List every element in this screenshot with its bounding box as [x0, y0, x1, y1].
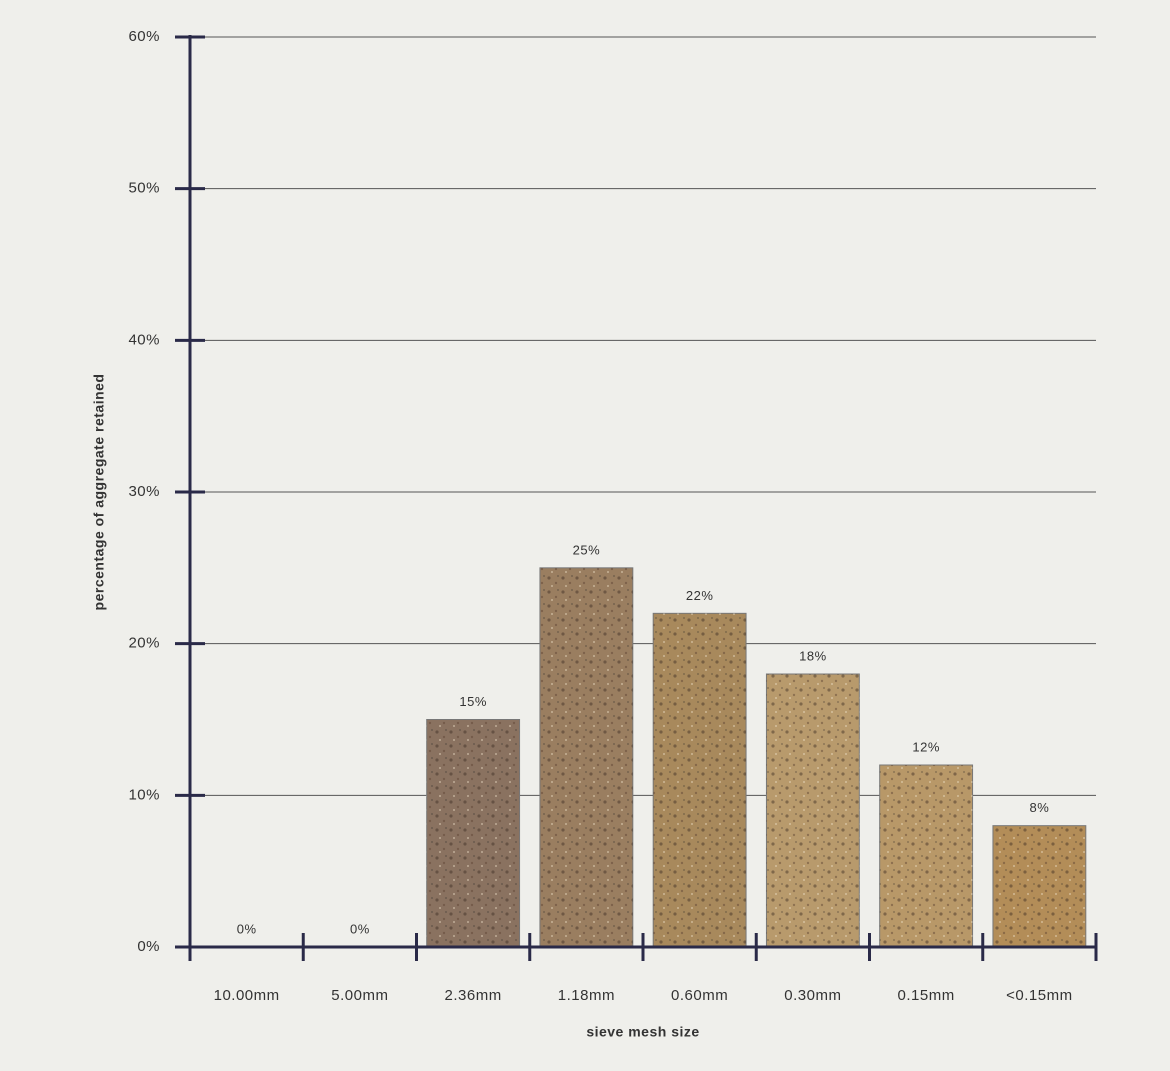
value-label: 18% [799, 648, 827, 663]
y-tick-label: 10% [128, 786, 160, 803]
value-label: 8% [1029, 800, 1049, 815]
value-label: 0% [237, 921, 257, 936]
value-label: 0% [350, 921, 370, 936]
bar-texture [540, 568, 633, 947]
chart: percentage of aggregate retained sieve m… [0, 0, 1170, 1071]
value-label: 22% [686, 588, 714, 603]
y-axis-label: percentage of aggregate retained [91, 374, 107, 611]
bar-texture [653, 613, 746, 947]
y-tick-label: 30% [128, 483, 160, 500]
x-tick-label: <0.15mm [1006, 987, 1072, 1004]
x-tick-label: 0.15mm [898, 987, 955, 1004]
value-label: 12% [912, 739, 940, 754]
x-tick-label: 2.36mm [445, 987, 502, 1004]
value-label: 15% [459, 694, 487, 709]
y-tick-label: 50% [128, 180, 160, 197]
bar-texture [427, 720, 520, 948]
x-tick-label: 5.00mm [331, 987, 388, 1004]
x-tick-label: 0.60mm [671, 987, 728, 1004]
y-tick-label: 20% [128, 635, 160, 652]
y-tick-label: 40% [128, 331, 160, 348]
value-label: 25% [573, 542, 601, 557]
x-tick-label: 1.18mm [558, 987, 615, 1004]
x-axis-label: sieve mesh size [586, 1024, 699, 1040]
y-tick-label: 0% [137, 938, 160, 955]
y-tick-label: 60% [128, 28, 160, 45]
bar-texture [880, 765, 973, 947]
x-tick-label: 0.30mm [784, 987, 841, 1004]
bar-texture [766, 674, 859, 947]
bar-texture [993, 826, 1086, 947]
x-tick-label: 10.00mm [214, 987, 280, 1004]
